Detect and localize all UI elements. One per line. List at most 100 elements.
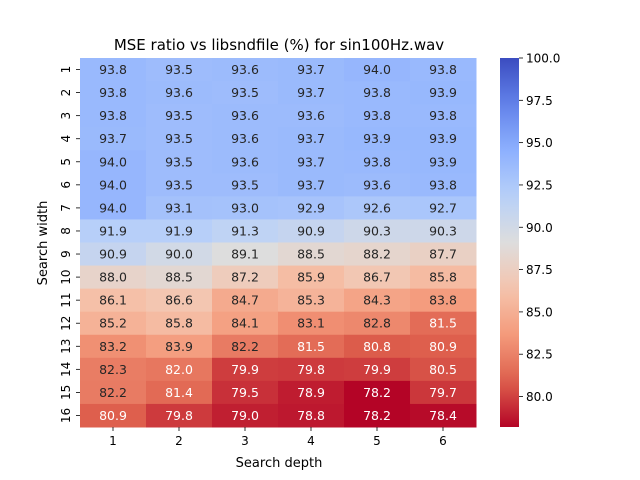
cell-value-label: 87.2 — [231, 270, 259, 285]
cell-value-label: 78.8 — [297, 408, 325, 423]
cell-value-label: 82.2 — [99, 385, 127, 400]
cell-value-label: 89.1 — [231, 247, 259, 262]
heatmap-cell — [278, 219, 345, 243]
heatmap-cell — [212, 288, 279, 313]
cell-value-label: 86.6 — [165, 293, 193, 308]
y-tick-label: 3 — [59, 112, 73, 120]
y-tick-label: 11 — [59, 293, 73, 308]
cell-value-label: 93.8 — [99, 62, 127, 77]
x-axis: 1 2 3 4 5 6 — [109, 427, 447, 448]
cell-value-label: 93.5 — [231, 85, 259, 100]
colorbar-tick-label: 95.0 — [526, 136, 553, 150]
cell-value-label: 91.3 — [231, 223, 259, 238]
heatmap-cell — [146, 104, 213, 128]
heatmap-cell — [146, 127, 213, 151]
heatmap-cell — [344, 403, 411, 428]
heatmap-cell — [278, 104, 345, 128]
colorbar-tick-label: 100.0 — [526, 52, 560, 66]
cell-value-label: 93.7 — [297, 85, 325, 100]
heatmap-cell — [278, 150, 345, 174]
heatmap-cell — [80, 380, 147, 405]
cell-value-label: 84.1 — [231, 316, 259, 331]
heatmap-cell — [344, 334, 411, 359]
heatmap-cell — [146, 380, 213, 405]
y-tick-label: 7 — [59, 204, 73, 212]
y-tick-label: 12 — [59, 316, 73, 331]
heatmap-cell — [146, 81, 213, 105]
x-tick-label: 2 — [175, 434, 183, 448]
cell-value-label: 93.8 — [363, 108, 391, 123]
cell-value-label: 88.0 — [99, 270, 127, 285]
heatmap-cell — [146, 196, 213, 220]
cell-value-label: 93.6 — [231, 108, 259, 123]
cell-value-label: 90.3 — [429, 223, 457, 238]
y-axis-label: Search width — [36, 201, 51, 286]
heatmap-cell — [410, 219, 477, 243]
heatmap-cell — [80, 265, 147, 290]
cell-value-label: 80.9 — [99, 408, 127, 423]
cell-value-label: 93.8 — [429, 108, 457, 123]
cell-value-label: 93.7 — [297, 154, 325, 169]
x-tick-label: 1 — [109, 434, 117, 448]
cell-value-label: 78.9 — [297, 385, 325, 400]
heatmap-cell — [344, 357, 411, 382]
cell-value-label: 93.0 — [231, 200, 259, 215]
x-tick-label: 5 — [373, 434, 381, 448]
heatmap-cell — [80, 311, 147, 336]
heatmap-cell — [410, 104, 477, 128]
cell-value-label: 79.8 — [297, 362, 325, 377]
cell-value-label: 88.5 — [297, 247, 325, 262]
cell-value-label: 93.8 — [363, 154, 391, 169]
cell-value-label: 93.9 — [429, 85, 457, 100]
cell-value-label: 93.6 — [165, 85, 193, 100]
cell-value-label: 94.0 — [99, 200, 127, 215]
heatmap-cell — [146, 288, 213, 313]
heatmap-cell — [212, 58, 279, 82]
heatmap-cell — [410, 403, 477, 428]
cell-value-label: 94.0 — [99, 177, 127, 192]
heatmap-cell — [80, 58, 147, 82]
heatmap-cell — [278, 288, 345, 313]
heatmap-cell — [344, 380, 411, 405]
heatmap-cell — [212, 403, 279, 428]
heatmap-cell — [212, 196, 279, 220]
cell-value-label: 93.8 — [99, 108, 127, 123]
cell-value-label: 86.7 — [363, 270, 391, 285]
heatmap-cell — [212, 104, 279, 128]
cell-value-label: 82.2 — [231, 339, 259, 354]
heatmap-cell — [146, 242, 213, 267]
heatmap-cell — [410, 288, 477, 313]
heatmap-cell — [344, 104, 411, 128]
heatmap-cell — [212, 311, 279, 336]
cell-annotations: 93.8 93.5 93.6 93.7 94.0 93.8 93.8 93.6 93.5 93.7… — [99, 62, 457, 423]
cell-value-label: 83.9 — [165, 339, 193, 354]
heatmap-cell — [80, 196, 147, 220]
cell-value-label: 92.6 — [363, 200, 391, 215]
cell-value-label: 84.7 — [231, 293, 259, 308]
heatmap-cell — [344, 242, 411, 267]
y-tick-label: 9 — [59, 250, 73, 258]
cell-value-label: 93.6 — [231, 154, 259, 169]
x-tick-label: 3 — [241, 434, 249, 448]
cell-value-label: 84.3 — [363, 293, 391, 308]
heatmap-cell — [278, 265, 345, 290]
cell-value-label: 79.9 — [231, 362, 259, 377]
heatmap-cell — [278, 242, 345, 267]
cell-value-label: 80.5 — [429, 362, 457, 377]
y-tick-label: 13 — [59, 339, 73, 354]
cell-value-label: 81.5 — [429, 316, 457, 331]
cell-value-label: 93.1 — [165, 200, 193, 215]
heatmap-cell — [80, 334, 147, 359]
cell-value-label: 93.6 — [363, 177, 391, 192]
heatmap-cell — [146, 173, 213, 197]
heatmap-cell — [344, 265, 411, 290]
cell-value-label: 83.8 — [429, 293, 457, 308]
cell-value-label: 93.8 — [429, 177, 457, 192]
heatmap-cell — [410, 380, 477, 405]
heatmap-cell — [146, 311, 213, 336]
x-tick-label: 4 — [307, 434, 315, 448]
colorbar-tick-label: 87.5 — [526, 263, 553, 277]
cell-value-label: 88.5 — [165, 270, 193, 285]
y-tick-label: 5 — [59, 158, 73, 166]
